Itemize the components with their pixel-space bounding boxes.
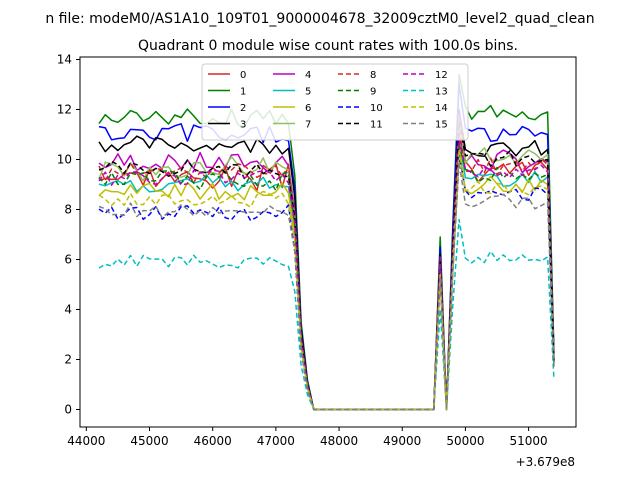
figure-suptitle: n file: modeM0/AS1A10_109T01_9000004678_… xyxy=(45,11,594,27)
y-tick-label: 12 xyxy=(57,103,72,117)
legend-label-13: 13 xyxy=(435,87,448,98)
legend-label-4: 4 xyxy=(305,70,311,81)
legend-box xyxy=(201,63,469,141)
x-tick-label: 51000 xyxy=(510,434,548,448)
y-tick-label: 6 xyxy=(64,253,72,267)
legend-label-5: 5 xyxy=(305,87,311,98)
y-tick-label: 0 xyxy=(64,403,72,417)
plot-frame xyxy=(79,56,577,428)
legend-label-12: 12 xyxy=(435,70,448,81)
legend-label-1: 1 xyxy=(240,87,246,98)
x-tick-label: 48000 xyxy=(320,434,358,448)
series-line-14 xyxy=(98,148,555,411)
legend-label-14: 14 xyxy=(435,103,448,114)
x-tick-label: 49000 xyxy=(383,434,421,448)
legend-label-6: 6 xyxy=(305,103,311,114)
y-tick-label: 8 xyxy=(64,203,72,217)
x-axis: 44000 45000 46000 47000 48000 49000 50000 51000 xyxy=(67,427,548,448)
series-line-10 xyxy=(98,153,555,411)
chart-title: Quadrant 0 module wise count rates with … xyxy=(138,38,518,54)
x-offset-label: +3.679e8 xyxy=(516,455,575,469)
x-tick-label: 47000 xyxy=(257,434,295,448)
y-tick-label: 4 xyxy=(64,303,72,317)
y-tick-label: 10 xyxy=(57,153,72,167)
x-tick-label: 46000 xyxy=(194,434,232,448)
legend-label-7: 7 xyxy=(305,120,311,131)
x-tick-label: 44000 xyxy=(67,434,105,448)
legend-label-3: 3 xyxy=(240,120,246,131)
legend-label-15: 15 xyxy=(435,120,448,131)
y-tick-label: 14 xyxy=(57,53,72,67)
series-line-13 xyxy=(98,218,555,411)
series-layer xyxy=(98,73,555,411)
y-axis: 0 2 4 6 8 10 12 14 xyxy=(57,53,80,417)
y-tick-label: 2 xyxy=(64,353,72,367)
series-line-11 xyxy=(98,121,555,411)
legend-label-9: 9 xyxy=(370,87,376,98)
x-tick-label: 50000 xyxy=(446,434,484,448)
series-line-15 xyxy=(98,161,555,411)
legend-label-11: 11 xyxy=(370,120,383,131)
legend-label-2: 2 xyxy=(240,103,246,114)
x-tick-label: 45000 xyxy=(130,434,168,448)
legend-label-0: 0 xyxy=(240,70,246,81)
legend-label-10: 10 xyxy=(370,103,383,114)
legend-label-8: 8 xyxy=(370,70,376,81)
